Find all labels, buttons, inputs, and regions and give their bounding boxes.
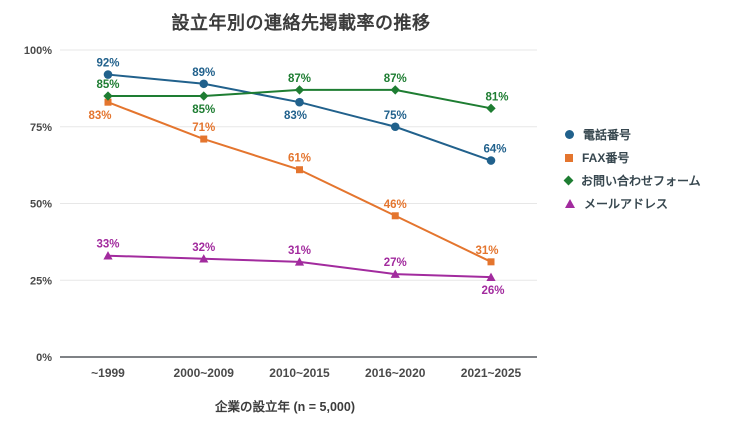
data-label-contact-form: 81% <box>485 91 508 103</box>
square-marker-fax <box>391 212 399 220</box>
legend: 電話番号 FAX番号お問い合わせフォーム メールアドレス <box>563 123 701 215</box>
data-label-email: 32% <box>192 242 215 254</box>
data-label-fax: 83% <box>88 110 111 122</box>
data-label-phone: 92% <box>96 58 119 70</box>
y-tick-label: 75% <box>30 122 52 134</box>
square-marker-fax <box>200 135 208 143</box>
legend-label-email: メールアドレス <box>584 197 669 211</box>
data-label-phone: 83% <box>284 110 307 122</box>
x-tick-label: ~1999 <box>91 366 125 380</box>
y-tick-label: 25% <box>30 275 52 287</box>
circle-marker-phone <box>199 79 209 89</box>
triangle-marker-email <box>103 251 113 260</box>
legend-item-contact-form: お問い合わせフォーム <box>563 169 701 192</box>
legend-triangle-icon <box>565 199 575 208</box>
diamond-marker-contact-form <box>486 103 496 113</box>
data-label-email: 26% <box>481 285 504 297</box>
data-label-phone: 89% <box>192 67 215 79</box>
x-tick-label: 2000~2009 <box>174 366 235 380</box>
legend-label-phone: 電話番号 <box>583 128 632 142</box>
square-marker-fax <box>487 258 495 266</box>
x-axis-title: 企業の設立年 (n = 5,000) <box>215 400 355 414</box>
legend-square-icon <box>565 153 573 162</box>
data-label-contact-form: 87% <box>288 73 311 85</box>
circle-marker-phone <box>390 122 400 132</box>
diamond-marker-contact-form <box>103 91 113 101</box>
triangle-marker-email <box>199 254 209 263</box>
data-label-email: 31% <box>288 245 311 257</box>
legend-label-contact-form: お問い合わせフォーム <box>581 174 701 188</box>
data-label-fax: 61% <box>288 153 311 165</box>
x-tick-label: 2010~2015 <box>269 366 330 380</box>
series-line-fax <box>107 101 492 263</box>
data-label-fax: 46% <box>384 199 407 211</box>
data-label-email: 33% <box>96 239 119 251</box>
x-tick-label: 2016~2020 <box>365 366 426 380</box>
triangle-marker-email <box>294 257 305 266</box>
y-tick-label: 0% <box>36 352 52 364</box>
square-marker-fax <box>296 166 303 174</box>
data-label-contact-form: 87% <box>384 73 407 85</box>
square-marker-fax <box>104 98 112 106</box>
data-label-contact-form: 85% <box>192 104 215 116</box>
data-label-fax: 71% <box>192 122 215 134</box>
diamond-marker-contact-form <box>199 91 209 101</box>
triangle-marker-email <box>486 272 496 281</box>
legend-diamond-icon <box>563 175 574 186</box>
y-tick-label: 50% <box>30 199 52 211</box>
x-tick-label: 2021~2025 <box>461 366 522 380</box>
chart-title: 設立年別の連絡先掲載率の推移 <box>171 13 431 33</box>
circle-marker-phone <box>486 156 496 165</box>
data-label-phone: 75% <box>384 110 407 122</box>
diamond-marker-contact-form <box>390 85 400 95</box>
legend-item-fax: FAX番号 <box>565 146 701 169</box>
triangle-marker-email <box>390 269 400 278</box>
circle-marker-phone <box>103 70 113 79</box>
legend-item-email: メールアドレス <box>565 192 701 215</box>
data-label-fax: 31% <box>475 245 498 257</box>
circle-marker-phone <box>295 97 304 107</box>
legend-item-phone: 電話番号 <box>565 123 701 146</box>
legend-circle-icon <box>565 130 574 139</box>
data-label-email: 27% <box>384 257 407 269</box>
data-label-phone: 64% <box>483 144 506 156</box>
data-label-contact-form: 85% <box>96 79 119 91</box>
diamond-marker-contact-form <box>294 85 305 95</box>
y-tick-label: 100% <box>24 45 52 57</box>
legend-label-fax: FAX番号 <box>582 151 630 165</box>
